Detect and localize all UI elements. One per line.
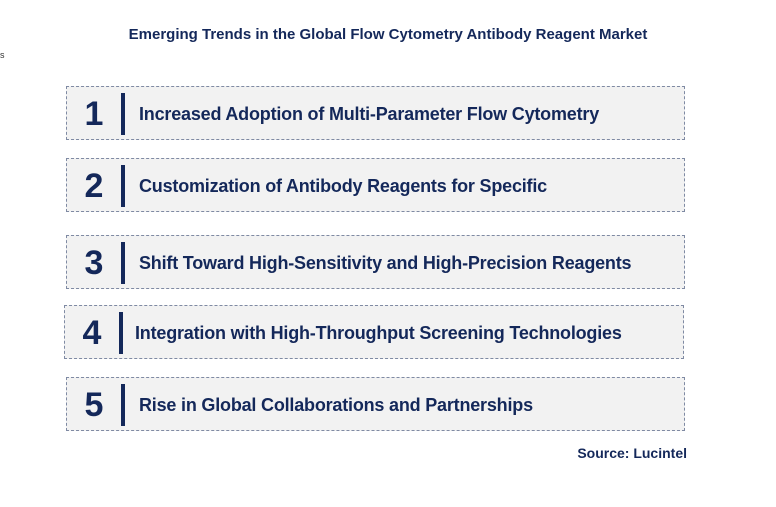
trend-label: Rise in Global Collaborations and Partne… bbox=[139, 395, 533, 415]
trend-item-4: 4 Integration with High-Throughput Scree… bbox=[64, 305, 684, 359]
trend-divider bbox=[121, 93, 125, 135]
trend-divider bbox=[121, 384, 125, 426]
trend-number: 3 bbox=[84, 244, 104, 282]
trend-item-5: 5 Rise in Global Collaborations and Part… bbox=[66, 377, 685, 431]
trend-number: 1 bbox=[84, 95, 104, 133]
trend-number: 4 bbox=[82, 314, 102, 352]
trend-divider bbox=[121, 165, 125, 207]
trend-item-1: 1 Increased Adoption of Multi-Parameter … bbox=[66, 86, 685, 140]
trend-item-2: 2 Customization of Antibody Reagents for… bbox=[66, 158, 685, 212]
diagram-title: Emerging Trends in the Global Flow Cytom… bbox=[128, 26, 648, 43]
trend-label: Integration with High-Throughput Screeni… bbox=[135, 323, 622, 343]
trend-number: 5 bbox=[84, 386, 104, 424]
trend-divider bbox=[121, 242, 125, 284]
trend-label: Customization of Antibody Reagents for S… bbox=[139, 176, 547, 196]
trend-label: Shift Toward High-Sensitivity and High-P… bbox=[139, 253, 632, 273]
stray-mark: s bbox=[0, 50, 5, 60]
source-credit: Source: Lucintel bbox=[577, 445, 687, 461]
trend-divider bbox=[119, 312, 123, 354]
trend-number: 2 bbox=[84, 167, 104, 205]
trend-item-3: 3 Shift Toward High-Sensitivity and High… bbox=[66, 235, 685, 289]
trend-label: Increased Adoption of Multi-Parameter Fl… bbox=[139, 104, 599, 124]
